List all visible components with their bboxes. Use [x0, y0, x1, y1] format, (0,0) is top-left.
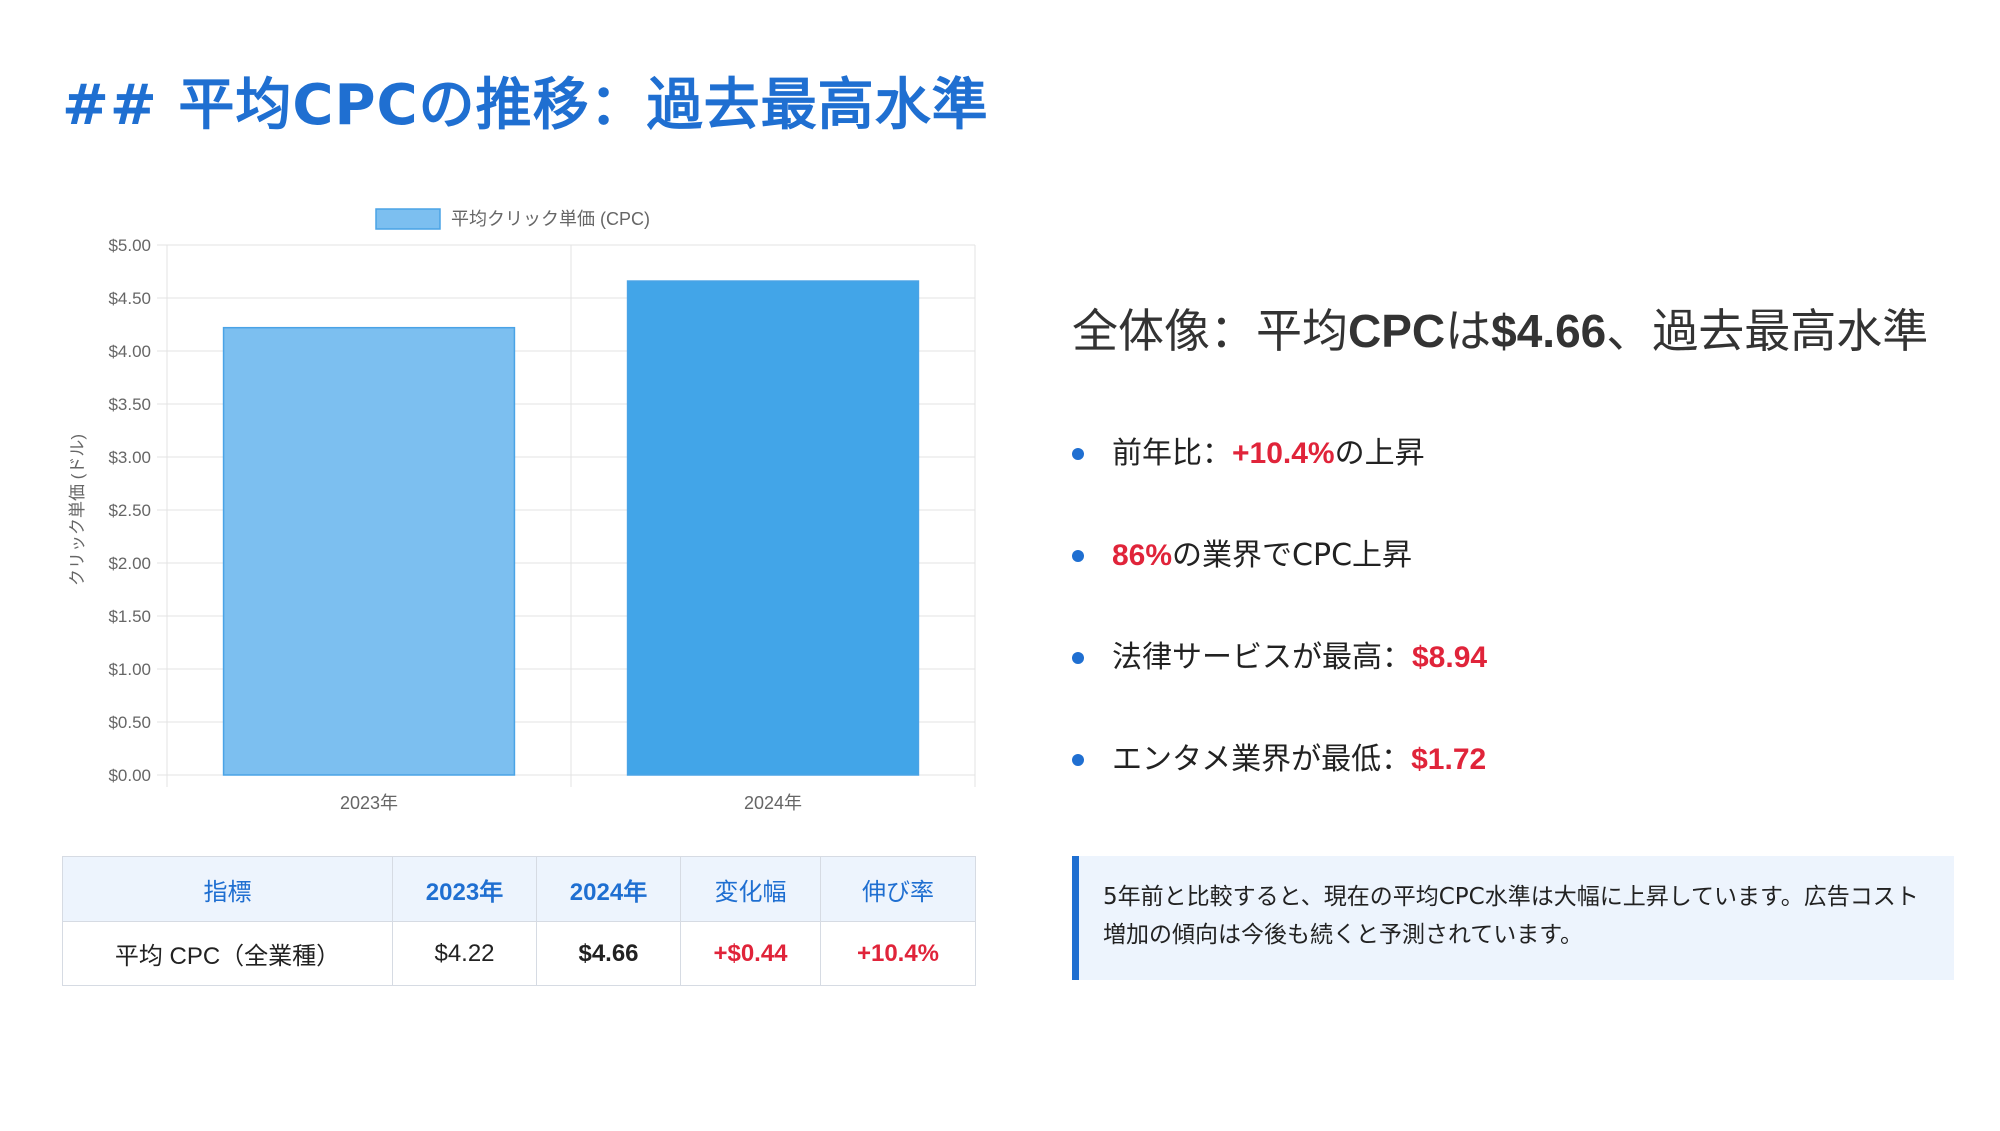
table-header-2024: 2024年 — [536, 856, 681, 922]
summary-heading: 全体像：平均CPCは$4.66、過去最高水準 — [1072, 295, 1928, 361]
table-cell-change: +$0.44 — [680, 921, 821, 986]
cpc-table: 指標 2023年 2024年 変化幅 伸び率 平均 CPC（全業種） $4.22… — [62, 856, 976, 986]
bullet-yoy-pre: 前年比： — [1112, 436, 1232, 471]
y-tick-label: $3.50 — [108, 395, 151, 414]
y-tick-label: $4.50 — [108, 289, 151, 308]
table-cell-2024: $4.66 — [536, 921, 681, 986]
legend-swatch — [375, 208, 441, 230]
page-title: ## 平均CPCの推移：過去最高水準 — [62, 73, 989, 138]
table-cell-metric: 平均 CPC（全業種） — [62, 921, 393, 986]
bar-2023年 — [222, 326, 516, 776]
bullet-industries-post: の業界でCPC上昇 — [1172, 538, 1413, 573]
summary-heading-post: 、過去最高水準 — [1606, 304, 1929, 358]
cpc-bar-chart: $0.00 $0.50 $1.00 $1.50 $2.00 $2.50 $3.00 $3.50… — [55, 195, 985, 835]
table-header-change: 変化幅 — [680, 856, 821, 922]
y-tick-label: $5.00 — [108, 236, 151, 255]
summary-heading-value: $4.66 — [1491, 305, 1607, 357]
table-header-metric: 指標 — [62, 856, 393, 922]
bullet-legal-value: $8.94 — [1412, 641, 1488, 674]
y-tick-label: $0.50 — [108, 713, 151, 732]
chart-svg: $0.00 $0.50 $1.00 $1.50 $2.00 $2.50 $3.00 $3.50… — [68, 208, 976, 813]
y-tick-label: $0.00 — [108, 766, 151, 785]
bullet-dot-icon — [1072, 550, 1084, 562]
bullet-dot-icon — [1072, 448, 1084, 460]
x-tick-label: 2023年 — [340, 793, 398, 813]
summary-heading-cpc: CPC — [1348, 305, 1446, 357]
table-header-row: 指標 2023年 2024年 変化幅 伸び率 — [62, 856, 976, 922]
bullet-legal-pre: 法律サービスが最高： — [1112, 640, 1412, 675]
bullet-dot-icon — [1072, 754, 1084, 766]
y-tick-label: $2.50 — [108, 501, 151, 520]
y-axis-label: クリック単価 (ドル) — [68, 434, 87, 586]
bullet-entertainment-pre: エンタメ業界が最低： — [1112, 742, 1412, 777]
y-tick-label: $1.50 — [108, 607, 151, 626]
y-tick-label: $1.00 — [108, 660, 151, 679]
summary-heading-mid: は — [1445, 304, 1492, 358]
bullet-entertainment: エンタメ業界が最低：$1.72 — [1072, 734, 1487, 836]
bullet-dot-icon — [1072, 652, 1084, 664]
bullet-yoy: 前年比：+10.4%の上昇 — [1072, 428, 1487, 530]
bullet-yoy-post: の上昇 — [1334, 436, 1425, 471]
bullet-industries: 86%の業界でCPC上昇 — [1072, 530, 1487, 632]
table-header-2023: 2023年 — [392, 856, 537, 922]
bullet-legal: 法律サービスが最高：$8.94 — [1072, 632, 1487, 734]
table-header-growth: 伸び率 — [820, 856, 976, 922]
bullet-entertainment-value: $1.72 — [1411, 743, 1487, 776]
bullet-yoy-value: +10.4% — [1232, 437, 1335, 470]
y-tick-label: $3.00 — [108, 448, 151, 467]
summary-heading-pre: 全体像：平均 — [1072, 304, 1348, 358]
note-box: 5年前と比較すると、現在の平均CPC水準は大幅に上昇しています。広告コスト増加の… — [1072, 856, 1954, 980]
y-tick-label: $2.00 — [108, 554, 151, 573]
table-cell-2023: $4.22 — [392, 921, 537, 986]
table-row: 平均 CPC（全業種） $4.22 $4.66 +$0.44 +10.4% — [62, 921, 976, 986]
x-tick-label: 2024年 — [744, 793, 802, 813]
bullet-industries-value: 86% — [1112, 539, 1173, 572]
table-cell-growth: +10.4% — [820, 921, 976, 986]
summary-bullets: 前年比：+10.4%の上昇 86%の業界でCPC上昇 法律サービスが最高：$8.… — [1072, 428, 1487, 836]
legend-label: 平均クリック単価 (CPC) — [451, 209, 650, 229]
bar-2024年 — [626, 280, 920, 776]
y-tick-label: $4.00 — [108, 342, 151, 361]
